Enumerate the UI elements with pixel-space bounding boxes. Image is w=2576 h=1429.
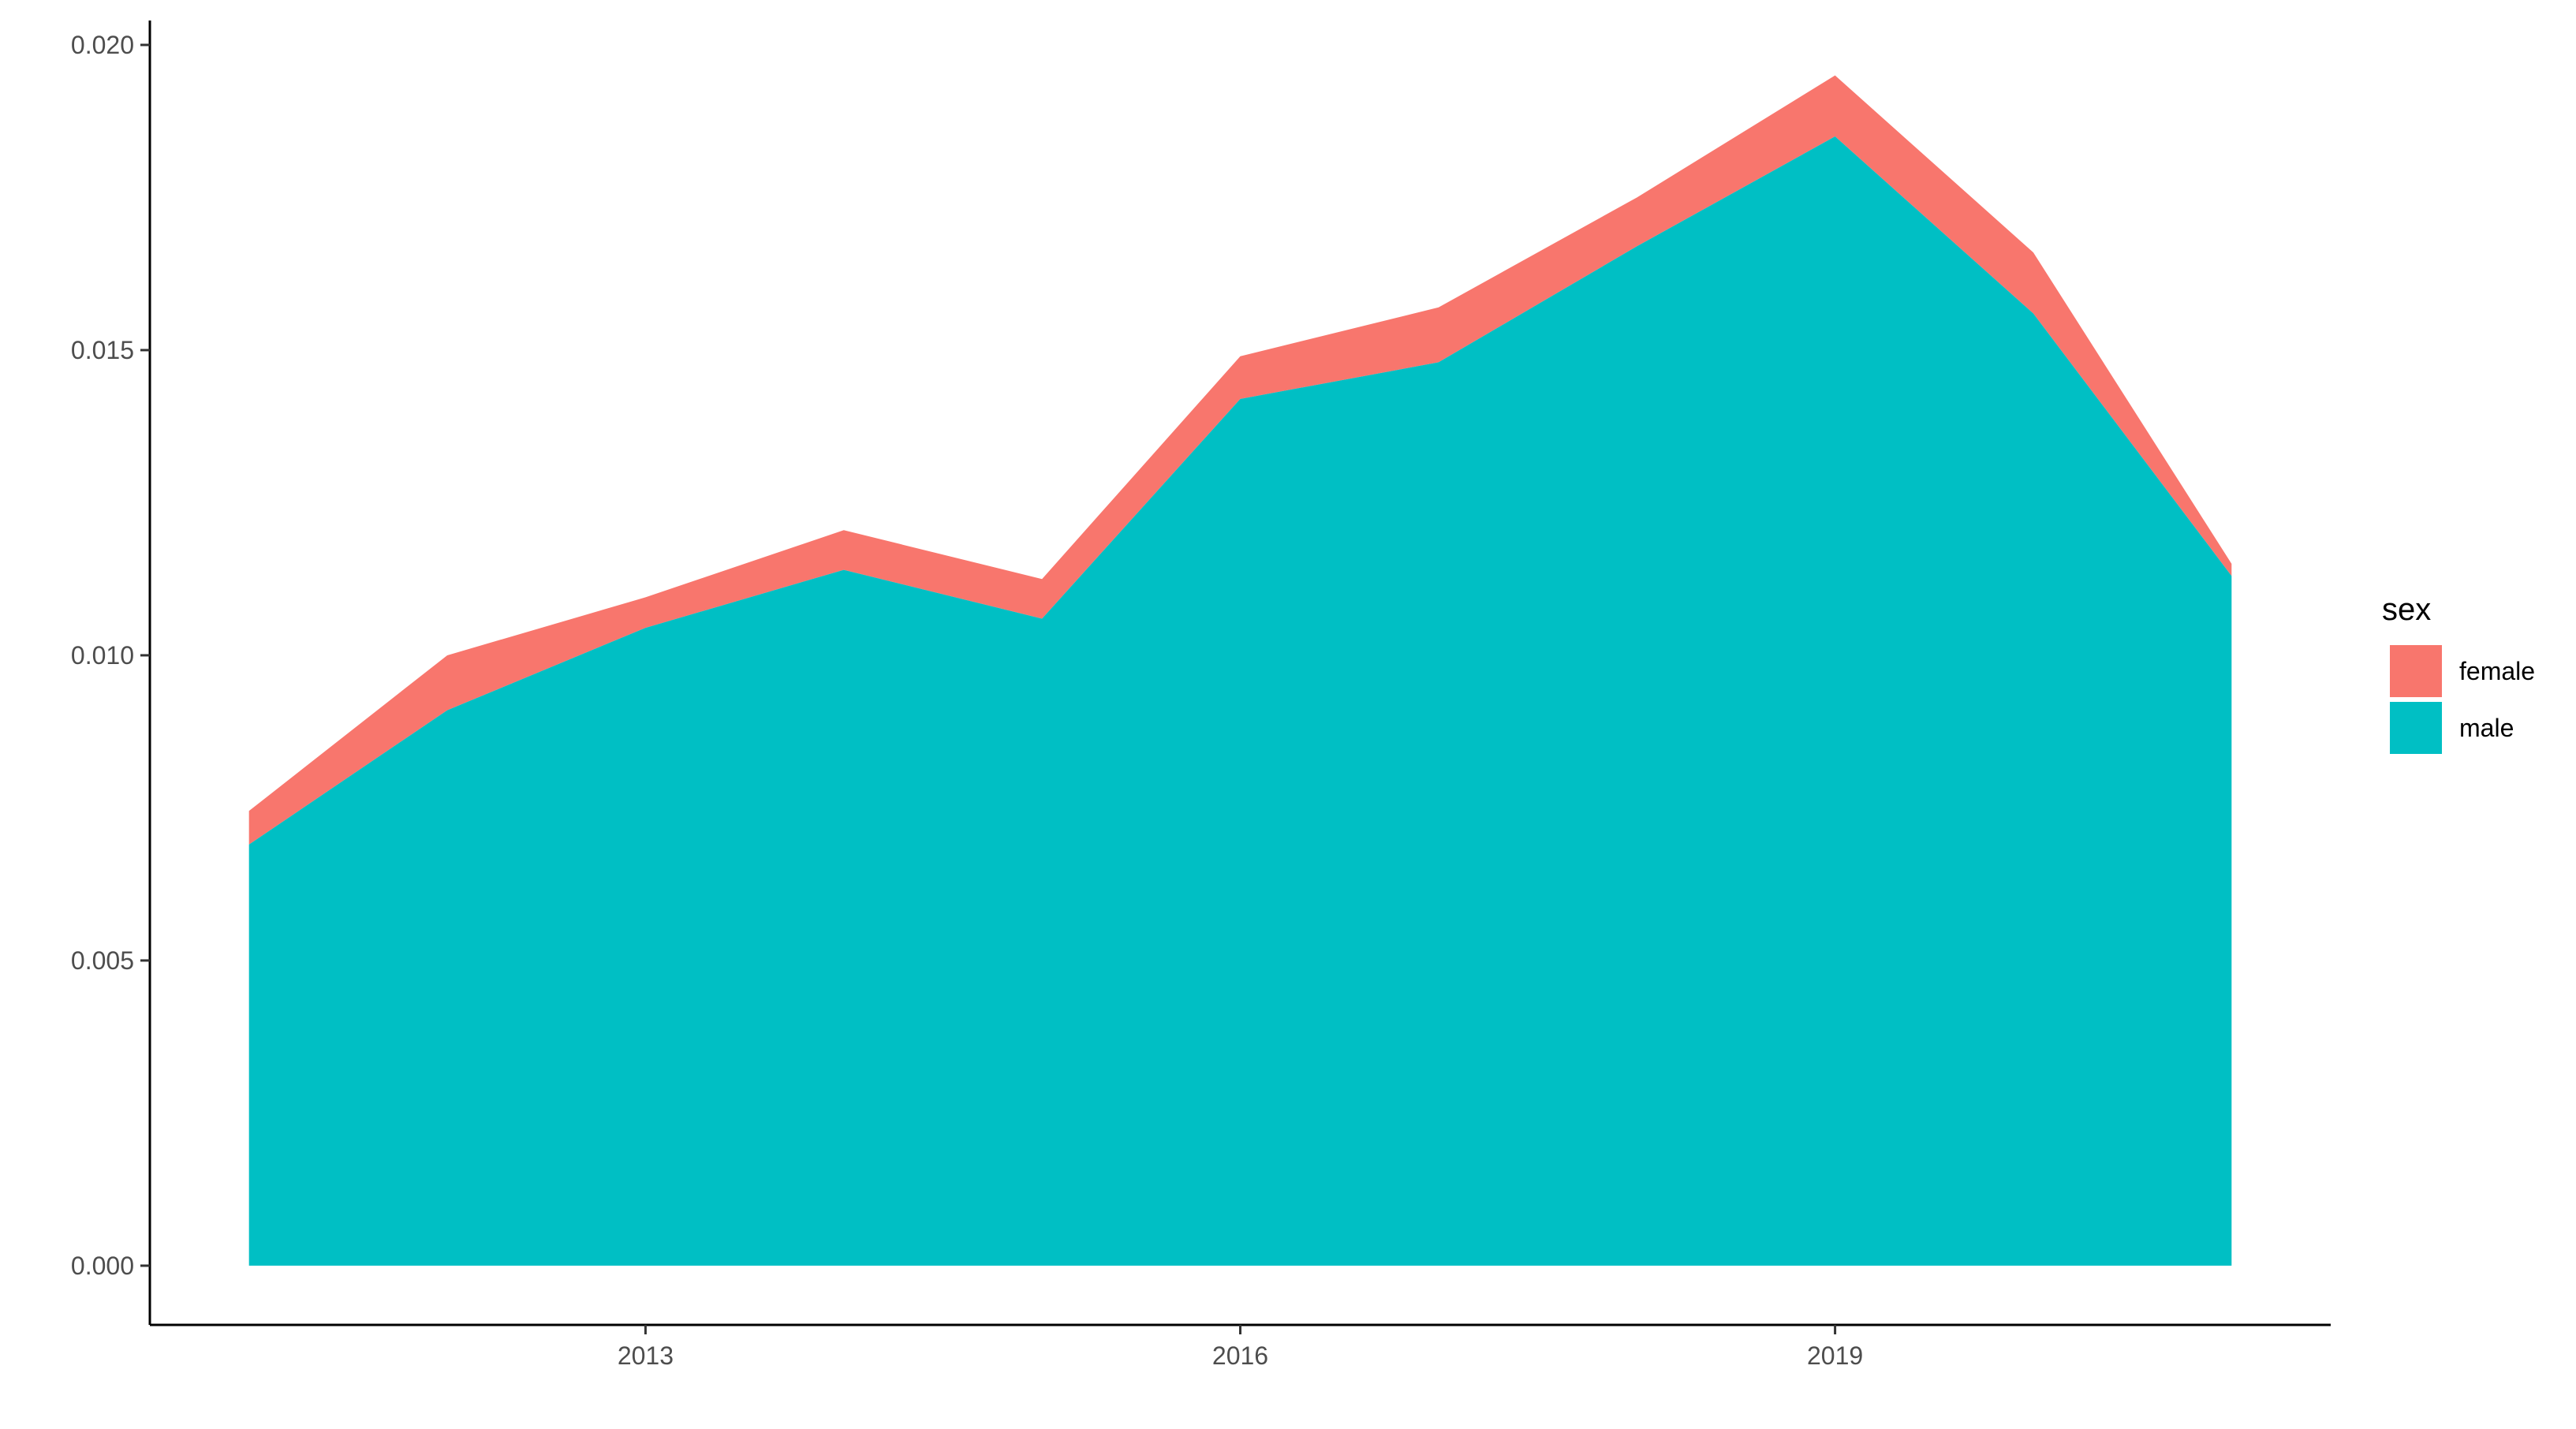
y-ticks: 0.000 0.005 0.010 0.015 0.020 [71,31,150,1280]
x-tick-label: 2016 [1212,1341,1268,1370]
y-tick-label: 0.000 [71,1252,134,1280]
plot-areas [248,75,2232,1266]
y-tick-label: 0.010 [71,641,134,670]
legend-key-female [2390,645,2442,697]
x-tick-label: 2019 [1807,1341,1863,1370]
legend-label-female: female [2459,657,2535,685]
legend-key-male [2390,702,2442,754]
legend-entries: female male [2390,645,2535,754]
y-tick-label: 0.020 [71,31,134,59]
legend-label-male: male [2459,714,2514,742]
x-tick-label: 2013 [618,1341,674,1370]
x-ticks: 2013 2016 2019 [618,1325,1863,1370]
legend: sex female male [2382,592,2535,754]
y-tick-label: 0.005 [71,946,134,975]
y-tick-label: 0.015 [71,336,134,364]
area-series-male [248,136,2232,1266]
legend-title: sex [2382,592,2431,627]
